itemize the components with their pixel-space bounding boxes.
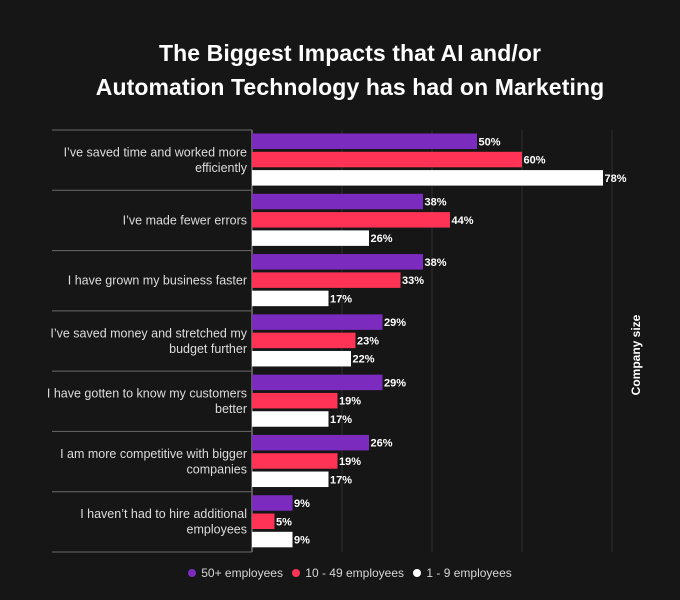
data-label: 50% bbox=[479, 136, 501, 148]
data-label: 17% bbox=[330, 414, 352, 426]
category-label: efficiently bbox=[195, 161, 248, 175]
category-label: I have gotten to know my customers bbox=[47, 387, 247, 401]
chart-title-line-2: Automation Technology has had on Marketi… bbox=[95, 74, 605, 100]
chart-title: The Biggest Impacts that AI and/or Autom… bbox=[0, 36, 680, 104]
data-label: 26% bbox=[371, 233, 393, 245]
bar bbox=[252, 272, 401, 288]
data-label: 29% bbox=[384, 317, 406, 329]
bar bbox=[252, 392, 338, 409]
bar bbox=[252, 254, 423, 270]
data-label: 38% bbox=[425, 197, 447, 209]
legend-dot-50-plus bbox=[188, 569, 197, 577]
data-label: 26% bbox=[371, 438, 393, 450]
data-label: 33% bbox=[402, 275, 424, 287]
bar bbox=[252, 230, 369, 246]
data-label: 44% bbox=[452, 215, 474, 227]
category-label: I’ve saved time and worked more bbox=[64, 145, 247, 159]
bar bbox=[252, 151, 522, 168]
category-label: employees bbox=[187, 523, 247, 537]
data-label: 19% bbox=[339, 396, 361, 408]
bar bbox=[252, 495, 293, 511]
bar bbox=[252, 411, 329, 427]
data-label: 78% bbox=[605, 173, 627, 185]
category-label: I have grown my business faster bbox=[68, 274, 247, 288]
category-label: I haven’t had to hire additional bbox=[80, 507, 247, 521]
data-label: 38% bbox=[425, 257, 447, 269]
bar bbox=[252, 212, 450, 228]
bar bbox=[252, 471, 329, 488]
legend-item-50-plus: 50+ employees bbox=[188, 566, 283, 580]
category-label: I am more competitive with bigger bbox=[60, 447, 247, 461]
category-label: I’ve made fewer errors bbox=[123, 213, 247, 227]
bar bbox=[252, 350, 351, 367]
data-label: 17% bbox=[330, 293, 352, 305]
data-label: 23% bbox=[357, 335, 379, 347]
bar bbox=[252, 314, 383, 330]
data-label: 9% bbox=[294, 535, 310, 547]
bar bbox=[252, 193, 423, 210]
data-label: 29% bbox=[384, 377, 406, 389]
data-label: 5% bbox=[276, 516, 292, 528]
bar bbox=[252, 290, 329, 307]
legend-item-10-49: 10 - 49 employees bbox=[292, 566, 404, 580]
legend-label-1-9: 1 - 9 employees bbox=[426, 566, 512, 580]
bar bbox=[252, 531, 293, 548]
category-label: better bbox=[215, 402, 247, 416]
bar bbox=[252, 170, 603, 186]
bar bbox=[252, 133, 477, 149]
data-label: 17% bbox=[330, 474, 352, 486]
chart-legend: 50+ employees 10 - 49 employees 1 - 9 em… bbox=[0, 566, 680, 580]
data-label: 60% bbox=[524, 155, 546, 167]
legend-item-1-9: 1 - 9 employees bbox=[413, 566, 512, 580]
legend-dot-10-49 bbox=[292, 569, 301, 577]
legend-dot-1-9 bbox=[413, 569, 422, 577]
category-label: I’ve saved money and stretched my bbox=[50, 326, 247, 340]
data-label: 22% bbox=[353, 354, 375, 366]
bar bbox=[252, 513, 275, 530]
bar bbox=[252, 374, 383, 391]
side-label: Company size bbox=[629, 314, 643, 395]
category-label: companies bbox=[187, 462, 247, 476]
bar bbox=[252, 332, 356, 349]
bar bbox=[252, 453, 338, 469]
category-label: budget further bbox=[169, 342, 247, 356]
bar bbox=[252, 434, 369, 451]
data-label: 9% bbox=[294, 498, 310, 510]
legend-label-50-plus: 50+ employees bbox=[201, 566, 283, 580]
legend-label-10-49: 10 - 49 employees bbox=[305, 566, 405, 580]
chart-title-line-1: The Biggest Impacts that AI and/or bbox=[158, 40, 542, 66]
data-label: 19% bbox=[339, 456, 361, 468]
